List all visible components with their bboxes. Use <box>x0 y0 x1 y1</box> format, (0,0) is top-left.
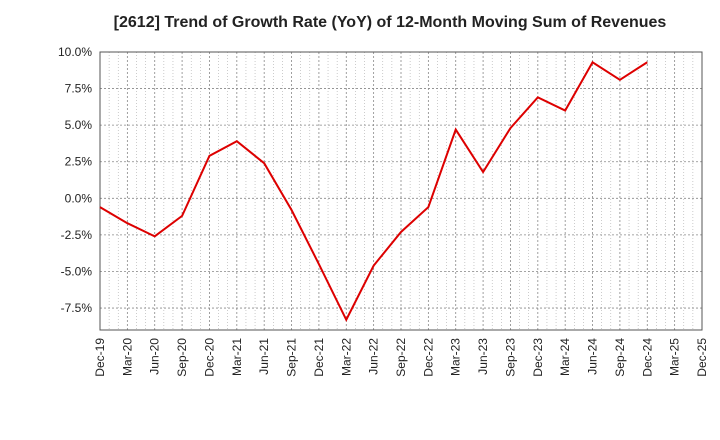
x-tick-label: Sep-24 <box>613 338 627 377</box>
x-tick-label: Mar-20 <box>120 338 134 376</box>
y-tick-label: -5.0% <box>61 264 93 278</box>
x-tick-label: Dec-24 <box>640 338 654 377</box>
y-tick-label: -7.5% <box>61 301 93 315</box>
x-tick-label: Jun-24 <box>586 338 600 375</box>
y-tick-label: -2.5% <box>61 228 93 242</box>
axes: 10.0% 7.5% 5.0% 2.5% 0.0% -2.5% -5.0% -7.5% Dec-… <box>58 45 709 377</box>
x-tick-label: Mar-23 <box>449 338 463 376</box>
x-tick-label: Jun-21 <box>257 338 271 375</box>
x-tick-label: Sep-22 <box>394 338 408 377</box>
x-tick-label: Mar-21 <box>230 338 244 376</box>
x-tick-label: Dec-21 <box>312 338 326 377</box>
plot-frame <box>99 51 703 331</box>
x-tick-label: Sep-23 <box>503 338 517 377</box>
x-tick-label: Sep-20 <box>175 338 189 377</box>
x-tick-label: Mar-24 <box>558 338 572 376</box>
grid <box>99 51 703 330</box>
y-tick-label: 7.5% <box>65 82 93 96</box>
x-tick-label: Mar-22 <box>339 338 353 376</box>
series <box>99 60 648 323</box>
x-tick-label: Jun-22 <box>367 338 381 375</box>
x-tick-label: Dec-22 <box>421 338 435 377</box>
x-tick-label: Dec-25 <box>695 338 709 377</box>
y-tick-label: 0.0% <box>65 191 93 205</box>
x-tick-label: Jun-20 <box>148 338 162 375</box>
y-tick-label: 2.5% <box>65 155 93 169</box>
x-tick-label: Dec-19 <box>93 338 107 377</box>
x-tick-label: Dec-20 <box>202 338 216 377</box>
chart-title: [2612] Trend of Growth Rate (YoY) of 12-… <box>113 14 667 31</box>
y-tick-label: 5.0% <box>65 118 93 132</box>
x-tick-label: Mar-25 <box>668 338 682 376</box>
x-tick-label: Sep-21 <box>285 338 299 377</box>
y-tick-label: 10.0% <box>58 45 92 59</box>
x-tick-label: Dec-23 <box>531 338 545 377</box>
x-tick-label: Jun-23 <box>476 338 490 375</box>
